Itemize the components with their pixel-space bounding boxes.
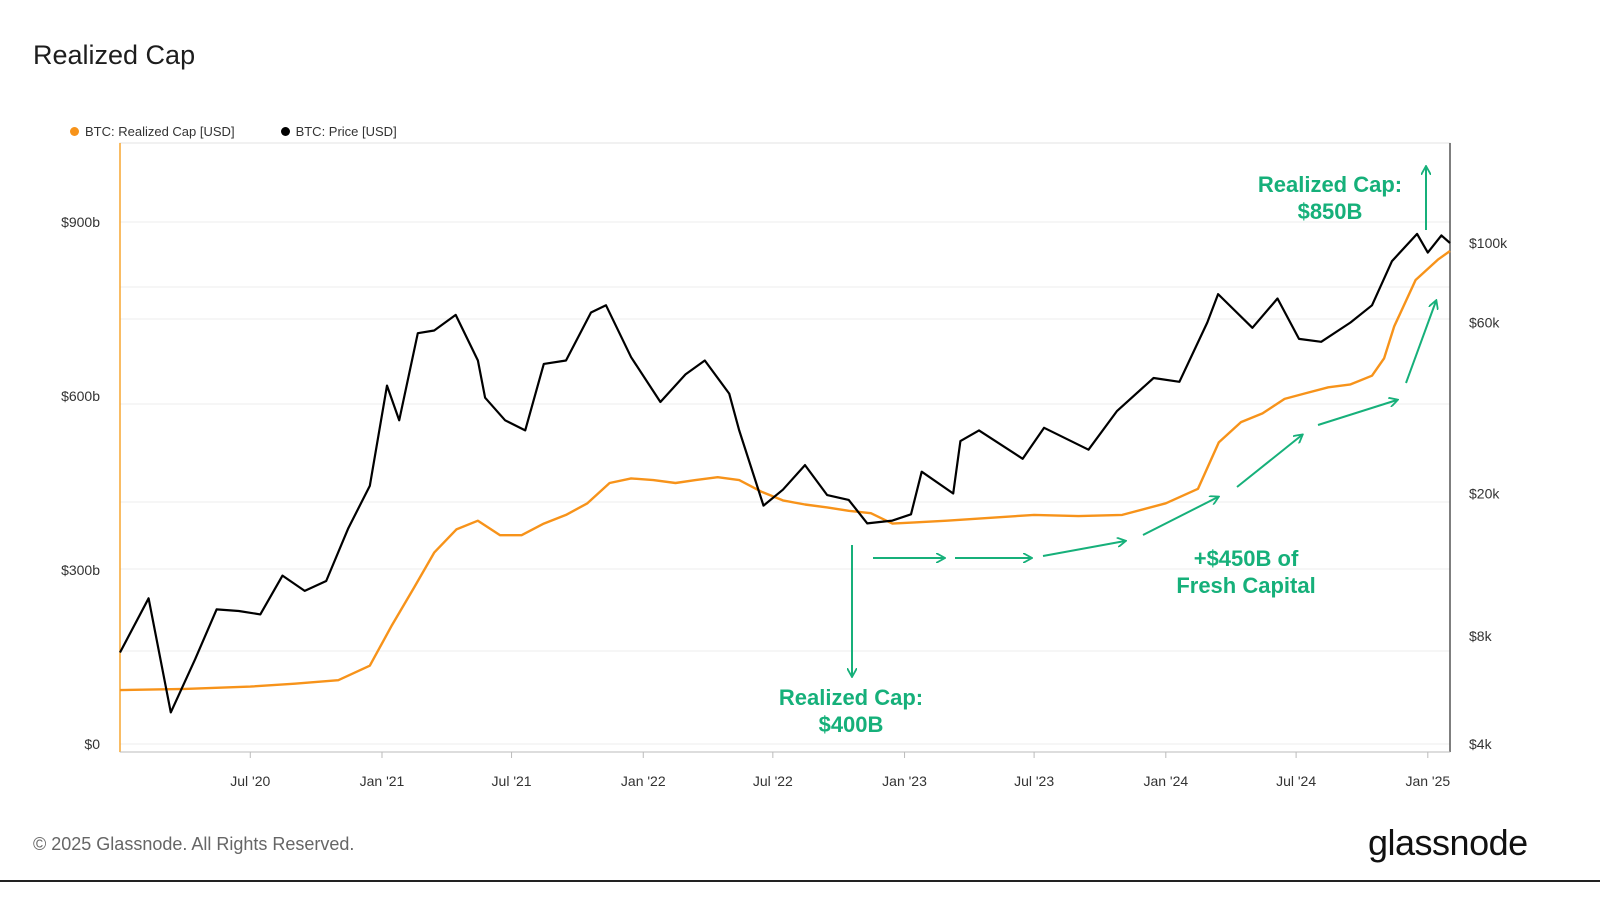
legend-label: BTC: Price [USD] bbox=[295, 124, 397, 139]
right-tick-label: $60k bbox=[1469, 315, 1500, 331]
x-tick-label: Jul '24 bbox=[1276, 773, 1316, 789]
x-tick-label: Jan '21 bbox=[360, 773, 405, 789]
x-tick-label: Jan '22 bbox=[621, 773, 666, 789]
annotation-arrow bbox=[1142, 497, 1218, 536]
annotation-arrow bbox=[1236, 435, 1302, 488]
plot-frame bbox=[119, 142, 1451, 753]
bottom-divider bbox=[0, 880, 1600, 882]
annotation-text: Realized Cap: bbox=[779, 685, 923, 710]
annotation-arrow bbox=[1042, 541, 1125, 557]
right-tick-label: $20k bbox=[1469, 486, 1500, 502]
annotation-text: $850B bbox=[1298, 199, 1363, 224]
x-tick-label: Jul '23 bbox=[1014, 773, 1054, 789]
legend-dot-black bbox=[280, 127, 290, 136]
x-tick-label: Jan '23 bbox=[882, 773, 927, 789]
legend-item-price[interactable]: BTC: Price [USD] bbox=[280, 124, 397, 139]
right-tick-label: $100k bbox=[1469, 235, 1508, 251]
legend-label: BTC: Realized Cap [USD] bbox=[85, 124, 235, 139]
annotation-text: $400B bbox=[819, 712, 884, 737]
realized-cap-line bbox=[119, 250, 1451, 692]
x-tick-label: Jan '25 bbox=[1405, 773, 1450, 789]
x-tick-label: Jul '22 bbox=[753, 773, 793, 789]
left-tick-label: $600b bbox=[61, 388, 100, 404]
annotation-text: Fresh Capital bbox=[1176, 573, 1315, 598]
chart-title: Realized Cap bbox=[33, 40, 196, 70]
x-tick-label: Jul '21 bbox=[492, 773, 532, 789]
x-tick-label: Jul '20 bbox=[230, 773, 270, 789]
x-tick-label: Jan '24 bbox=[1143, 773, 1188, 789]
annotation-text: Realized Cap: bbox=[1258, 172, 1402, 197]
legend-dot-orange bbox=[70, 127, 79, 136]
legend: BTC: Realized Cap [USD] BTC: Price [USD] bbox=[70, 124, 397, 139]
price-line bbox=[119, 232, 1451, 714]
right-tick-label: $8k bbox=[1469, 628, 1493, 644]
right-tick-label: $4k bbox=[1469, 736, 1493, 752]
legend-item-realized-cap[interactable]: BTC: Realized Cap [USD] bbox=[70, 124, 235, 139]
brand-logo: glassnode bbox=[1368, 822, 1528, 863]
annotation-arrow bbox=[1405, 301, 1436, 384]
annotation-arrow bbox=[1317, 400, 1397, 426]
left-tick-label: $300b bbox=[61, 562, 100, 578]
left-tick-label: $0 bbox=[84, 736, 100, 752]
left-tick-label: $900b bbox=[61, 214, 100, 230]
copyright-text: © 2025 Glassnode. All Rights Reserved. bbox=[33, 834, 355, 854]
annotation-text: +$450B of bbox=[1194, 546, 1299, 571]
